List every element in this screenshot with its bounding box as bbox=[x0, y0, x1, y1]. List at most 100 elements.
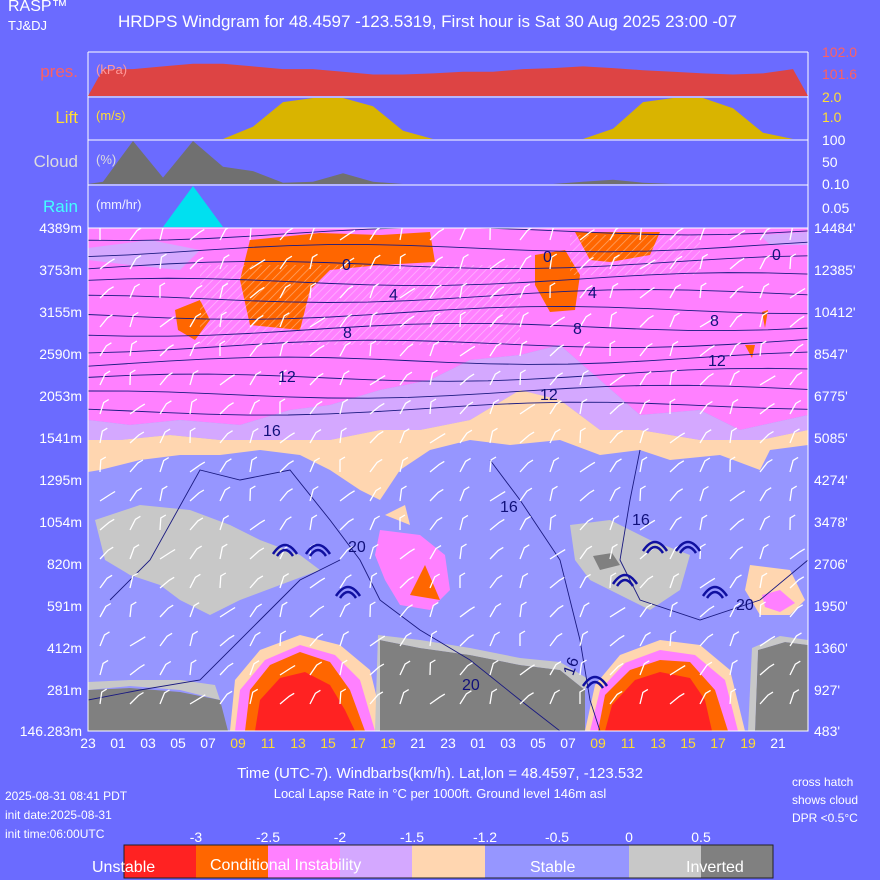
legend-value: -1.2 bbox=[473, 829, 497, 845]
wind-barb bbox=[579, 489, 595, 502]
contour-label: 4 bbox=[389, 287, 398, 304]
wind-barb bbox=[369, 228, 381, 241]
wind-barb bbox=[279, 312, 290, 328]
x-tick: 19 bbox=[740, 735, 756, 751]
wind-barb bbox=[339, 546, 353, 560]
contour-label: 4 bbox=[588, 285, 597, 302]
wind-barb bbox=[339, 688, 347, 705]
wind-barb bbox=[519, 601, 527, 618]
wind-barb bbox=[369, 430, 384, 444]
wind-barb bbox=[669, 573, 680, 589]
wind-barb bbox=[429, 693, 446, 705]
y-tick-left: 2590m bbox=[39, 346, 82, 362]
wind-barb bbox=[489, 659, 499, 676]
wind-barb bbox=[579, 229, 595, 241]
wind-barb bbox=[189, 517, 204, 531]
wind-barb bbox=[639, 399, 651, 415]
legend-value: 0 bbox=[625, 829, 633, 845]
wind-barb bbox=[159, 316, 175, 328]
contour-line bbox=[88, 289, 808, 306]
wind-barb bbox=[489, 456, 497, 473]
legend-swatch bbox=[701, 845, 773, 878]
wind-barb bbox=[789, 343, 804, 357]
contour-line bbox=[88, 241, 808, 258]
wind-barb bbox=[549, 372, 564, 386]
contour-label: 0 bbox=[342, 257, 351, 274]
x-tick: 15 bbox=[680, 735, 696, 751]
wind-barb bbox=[789, 253, 797, 270]
legend-swatch bbox=[557, 845, 629, 878]
legend-label: Stable bbox=[530, 859, 575, 876]
wind-barb bbox=[549, 689, 561, 705]
lift-area bbox=[88, 98, 808, 139]
wind-barb bbox=[459, 311, 466, 328]
pressure-area bbox=[88, 63, 808, 96]
wind-barb bbox=[159, 485, 168, 502]
wind-barb bbox=[729, 341, 742, 357]
wind-barb bbox=[399, 371, 413, 386]
wind-barb bbox=[399, 604, 413, 618]
hatch-note: cross hatch shows cloud DPR <0.5°C bbox=[792, 773, 858, 827]
wind-barb bbox=[759, 601, 766, 618]
wind-barb bbox=[489, 603, 502, 618]
wind-barb bbox=[309, 344, 325, 357]
wind-barb bbox=[309, 282, 317, 299]
legend-value: 0.5 bbox=[691, 829, 711, 845]
wind-barb bbox=[669, 460, 685, 473]
wind-barb bbox=[609, 430, 624, 444]
wind-barb bbox=[339, 313, 353, 328]
wind-barb bbox=[549, 400, 562, 415]
wind-barb bbox=[249, 342, 263, 357]
legend-value: -0.5 bbox=[545, 829, 569, 845]
wind-barb bbox=[249, 547, 265, 560]
y-tick-right: 6775' bbox=[814, 388, 848, 404]
wind-barb bbox=[639, 688, 649, 705]
wind-barb bbox=[309, 400, 323, 415]
wind-barb bbox=[609, 543, 618, 560]
wind-barb bbox=[699, 689, 711, 705]
wind-barb bbox=[99, 427, 108, 444]
inversion-marker bbox=[581, 675, 609, 687]
wind-barb bbox=[219, 458, 232, 473]
wind-barb bbox=[219, 572, 227, 589]
wind-barb bbox=[429, 516, 443, 531]
wind-barb bbox=[129, 544, 140, 560]
wind-barb bbox=[219, 402, 234, 415]
panel-unit-rain: (mm/hr) bbox=[96, 197, 142, 212]
wind-barb bbox=[459, 401, 474, 415]
wind-barb bbox=[579, 341, 591, 357]
x-tick: 17 bbox=[710, 735, 726, 751]
y-tick-right: 8547' bbox=[814, 346, 848, 362]
wind-barb bbox=[339, 574, 352, 589]
top-panels bbox=[87, 51, 809, 229]
wind-barb bbox=[339, 631, 350, 647]
x-tick: 11 bbox=[621, 735, 636, 751]
wind-barb bbox=[279, 664, 296, 676]
wind-barb bbox=[579, 688, 586, 704]
wind-barb bbox=[159, 660, 172, 676]
wind-barb bbox=[99, 258, 115, 270]
legend-swatch bbox=[196, 845, 268, 878]
x-tick: 05 bbox=[530, 735, 546, 751]
wind-barb bbox=[639, 259, 656, 270]
wind-barb bbox=[339, 602, 351, 618]
wind-barb bbox=[399, 689, 410, 705]
y-tick-right: 1950' bbox=[814, 598, 848, 614]
panel-label-lift: Lift bbox=[55, 108, 78, 127]
wind-barb bbox=[99, 518, 115, 531]
wind-barb bbox=[489, 228, 492, 241]
wind-barb bbox=[699, 317, 716, 328]
wind-barb bbox=[639, 456, 648, 473]
cloud-area bbox=[88, 141, 808, 184]
wind-barb bbox=[459, 457, 471, 473]
panel-label-rain: Rain bbox=[43, 197, 78, 216]
wind-barb bbox=[789, 548, 806, 560]
wind-barb bbox=[249, 485, 256, 502]
wind-barb bbox=[729, 518, 745, 531]
y-tick-left: 412m bbox=[47, 640, 82, 656]
y-tick-right: 14484' bbox=[814, 220, 856, 236]
wind-barb bbox=[429, 341, 440, 357]
wind-barb bbox=[129, 636, 146, 647]
wind-barb bbox=[489, 399, 500, 415]
x-tick: 19 bbox=[380, 735, 396, 751]
